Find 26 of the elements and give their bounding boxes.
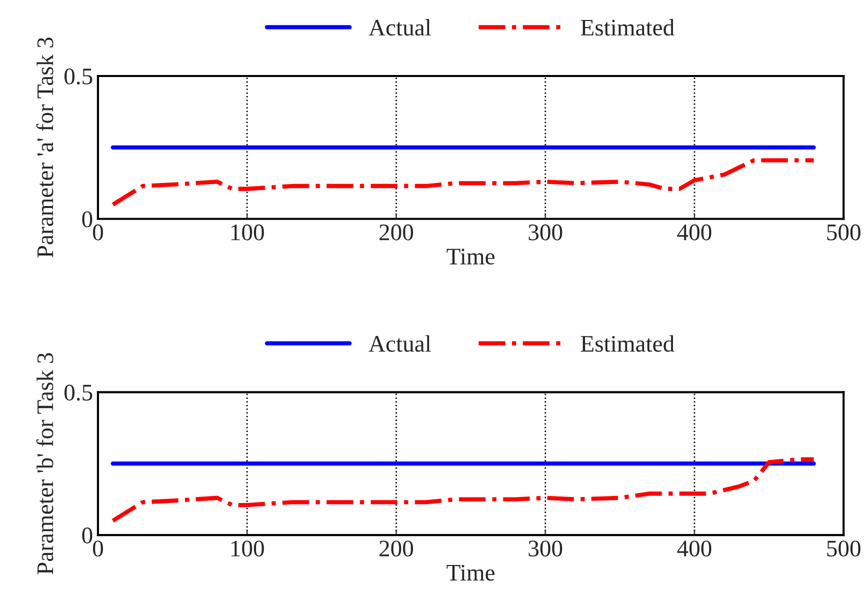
y-tick-label: 0 bbox=[82, 211, 92, 228]
x-tick-label: 300 bbox=[528, 540, 562, 557]
y-tick-label: 0 bbox=[82, 528, 92, 544]
x-tick-label: 0 bbox=[92, 224, 103, 240]
y-axis-title: Parameter 'a' for Task 3 bbox=[36, 38, 54, 258]
x-tick-label: 100 bbox=[231, 224, 264, 240]
x-tick-label: 200 bbox=[380, 540, 414, 557]
line-series bbox=[110, 158, 816, 207]
x-tick-label: 500 bbox=[827, 224, 860, 240]
x-tick-label: 500 bbox=[827, 540, 860, 557]
x-axis-title: Time bbox=[446, 564, 494, 581]
line-series bbox=[110, 457, 816, 523]
x-tick-label: 400 bbox=[677, 224, 712, 240]
legend-label: Estimated bbox=[580, 335, 674, 352]
y-tick-label: 0.5 bbox=[64, 384, 92, 401]
x-tick-label: 300 bbox=[528, 224, 562, 240]
legend-label: Estimated bbox=[580, 19, 674, 36]
x-tick-label: 0 bbox=[92, 540, 103, 557]
x-tick-label: 400 bbox=[677, 540, 712, 557]
y-tick-label: 0.5 bbox=[64, 68, 92, 85]
x-tick-label: 100 bbox=[231, 540, 264, 557]
legend-label: Actual bbox=[368, 335, 431, 352]
y-axis-title: Parameter 'b' for Task 3 bbox=[36, 353, 54, 574]
x-axis-title: Time bbox=[446, 248, 494, 265]
x-tick-label: 200 bbox=[380, 224, 414, 240]
legend-label: Actual bbox=[368, 19, 431, 36]
